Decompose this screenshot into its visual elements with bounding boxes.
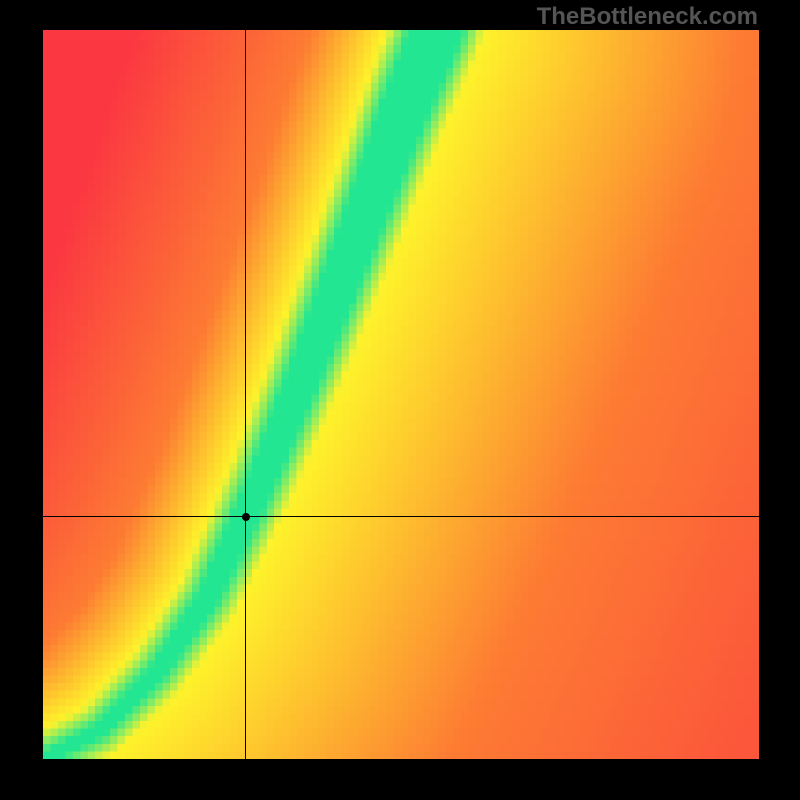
watermark-text: TheBottleneck.com bbox=[537, 3, 758, 31]
heatmap-canvas bbox=[43, 30, 759, 759]
plot-area bbox=[43, 30, 759, 759]
crosshair-vertical bbox=[245, 30, 246, 759]
crosshair-horizontal bbox=[43, 516, 759, 517]
crosshair-dot bbox=[242, 513, 250, 521]
chart-frame: TheBottleneck.com bbox=[0, 0, 800, 800]
